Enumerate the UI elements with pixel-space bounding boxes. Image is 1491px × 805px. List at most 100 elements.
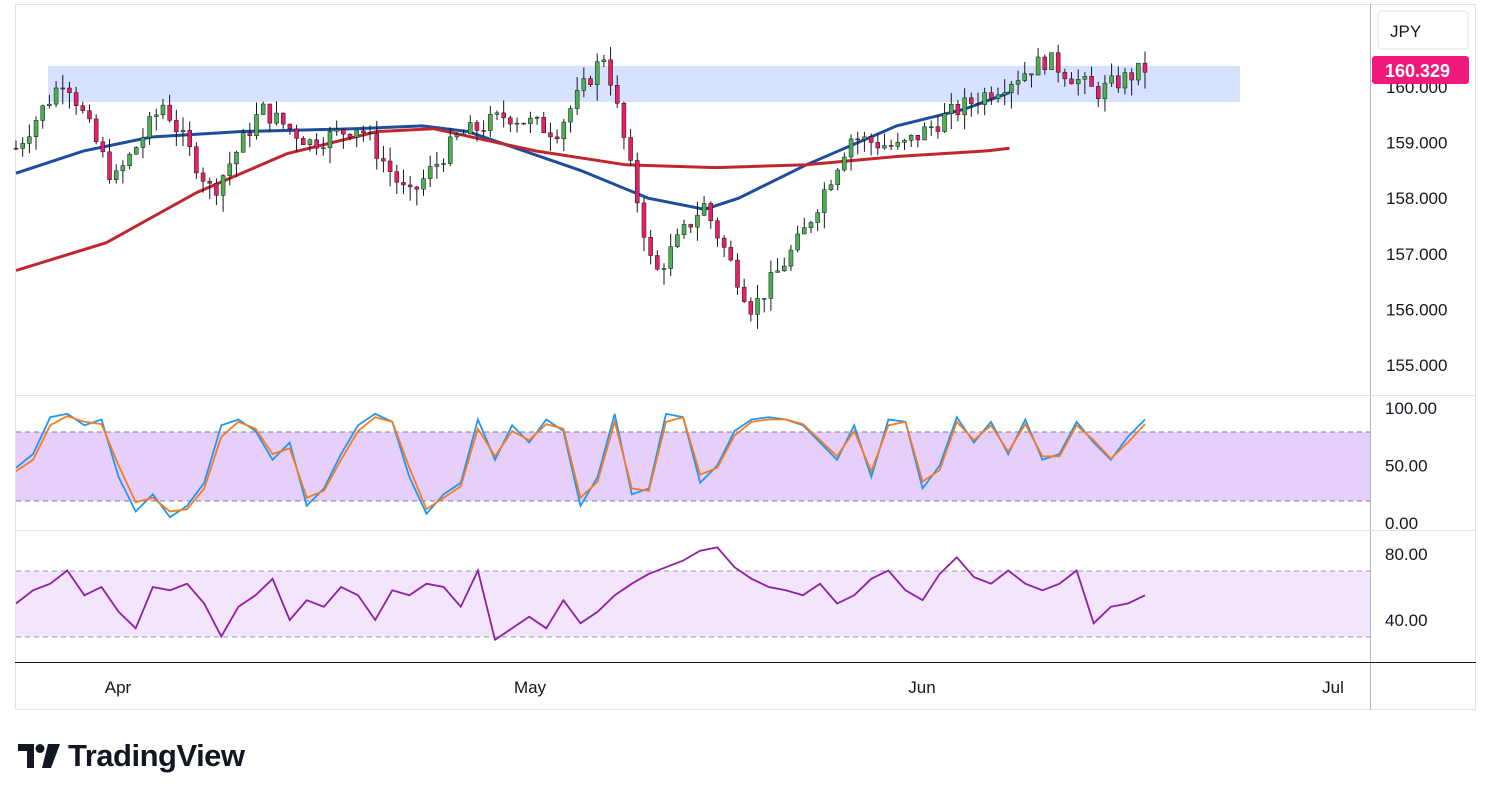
candle-body — [1015, 80, 1021, 85]
currency-badge[interactable] — [1377, 10, 1469, 50]
candle-body — [341, 129, 346, 135]
candle-body — [381, 158, 386, 162]
candle-body — [474, 122, 480, 131]
candle-body — [194, 146, 199, 174]
candle-body — [234, 152, 239, 165]
candle-body — [588, 78, 593, 85]
candle-body — [875, 142, 881, 149]
stochastic-band — [16, 432, 1370, 501]
candle-body — [147, 116, 152, 138]
candle-body — [1082, 76, 1088, 80]
candle-body — [73, 92, 79, 106]
candle-body — [508, 117, 513, 125]
candle-body — [969, 97, 974, 104]
candle-body — [989, 92, 994, 99]
candle-body — [1136, 62, 1141, 81]
candle-body — [53, 87, 59, 105]
candle-body — [468, 122, 473, 135]
candle-body — [13, 147, 19, 150]
candle-body — [394, 171, 400, 183]
candle-body — [782, 265, 787, 272]
candle-body — [100, 141, 106, 153]
candle-body — [321, 147, 326, 150]
candle-body — [1069, 78, 1074, 85]
candle-body — [280, 112, 286, 125]
candle-body — [882, 145, 887, 149]
candle-body — [254, 114, 259, 136]
candle-body — [501, 112, 506, 119]
candle-body — [594, 61, 600, 85]
candle-body — [1062, 71, 1068, 80]
date-tick-label: Jul — [1322, 678, 1344, 697]
candle-body — [1009, 83, 1014, 93]
candle-body — [47, 103, 52, 106]
candle-body — [554, 136, 560, 140]
candle-body — [374, 133, 379, 159]
time-axis: Apr May Jun Jul — [105, 678, 1344, 697]
candle-body — [267, 103, 273, 124]
candle-body — [1122, 72, 1128, 89]
candle-body — [915, 135, 921, 141]
candle-body — [247, 132, 253, 136]
stochastic-tick-label: 100.00 — [1385, 399, 1437, 418]
stochastic-tick-label: 50.00 — [1385, 457, 1428, 476]
candle-body — [514, 122, 520, 125]
candle-body — [167, 104, 172, 121]
last-price-value: 160.329 — [1385, 61, 1450, 81]
candle-body — [708, 203, 714, 221]
candle-body — [748, 301, 754, 315]
rsi-line — [15, 546, 1146, 642]
candle-body — [761, 298, 767, 300]
candle-body — [935, 126, 941, 132]
candle-body — [240, 132, 246, 153]
date-tick-label: Apr — [105, 678, 132, 697]
price-tick-label: 155.000 — [1386, 356, 1447, 375]
candle-body — [200, 172, 206, 182]
candle-body — [260, 103, 266, 115]
candle-body — [40, 105, 45, 121]
candle-body — [521, 122, 526, 125]
candle-body — [1142, 62, 1148, 73]
candle-body — [307, 139, 313, 145]
candle-body — [1035, 56, 1041, 76]
candle-body — [608, 59, 613, 86]
candle-body — [127, 153, 132, 166]
moving-average-slow-line — [15, 127, 1010, 272]
candle-body — [27, 136, 32, 144]
stochastic-tick-label: 0.00 — [1385, 514, 1418, 533]
rsi-tick-label: 40.00 — [1385, 611, 1428, 630]
candle-body — [895, 142, 901, 147]
candle-body — [635, 160, 640, 204]
candle-body — [822, 189, 827, 213]
candle-body — [180, 130, 186, 133]
tradingview-logo[interactable]: TradingView — [18, 736, 245, 776]
candle-body — [361, 130, 366, 133]
candle-body — [113, 170, 119, 180]
candle-body — [728, 247, 734, 261]
candle-body — [561, 121, 567, 140]
candle-body — [942, 113, 947, 132]
candle-body — [828, 184, 834, 190]
candle-body — [133, 147, 139, 155]
candle-body — [888, 145, 894, 147]
candle-body — [1095, 86, 1101, 99]
candle-body — [855, 138, 860, 141]
last-price-tag — [1372, 56, 1469, 84]
candle-body — [407, 184, 413, 188]
candle-body — [955, 104, 961, 116]
candle-body — [868, 136, 874, 143]
candle-body — [902, 140, 907, 143]
candle-body — [982, 92, 987, 105]
candle-body — [140, 137, 146, 148]
candle-body — [454, 134, 460, 138]
price-tick-label: 158.000 — [1386, 189, 1447, 208]
candle-body — [1116, 75, 1121, 89]
candle-body — [534, 117, 540, 119]
candle-body — [949, 104, 954, 114]
candle-body — [815, 212, 820, 223]
candle-body — [1109, 75, 1114, 84]
price-axis: 160.000159.000158.000157.000156.000155.0… — [1386, 78, 1447, 375]
candle-body — [214, 183, 219, 196]
candle-body — [962, 97, 967, 116]
candle-body — [675, 234, 680, 247]
